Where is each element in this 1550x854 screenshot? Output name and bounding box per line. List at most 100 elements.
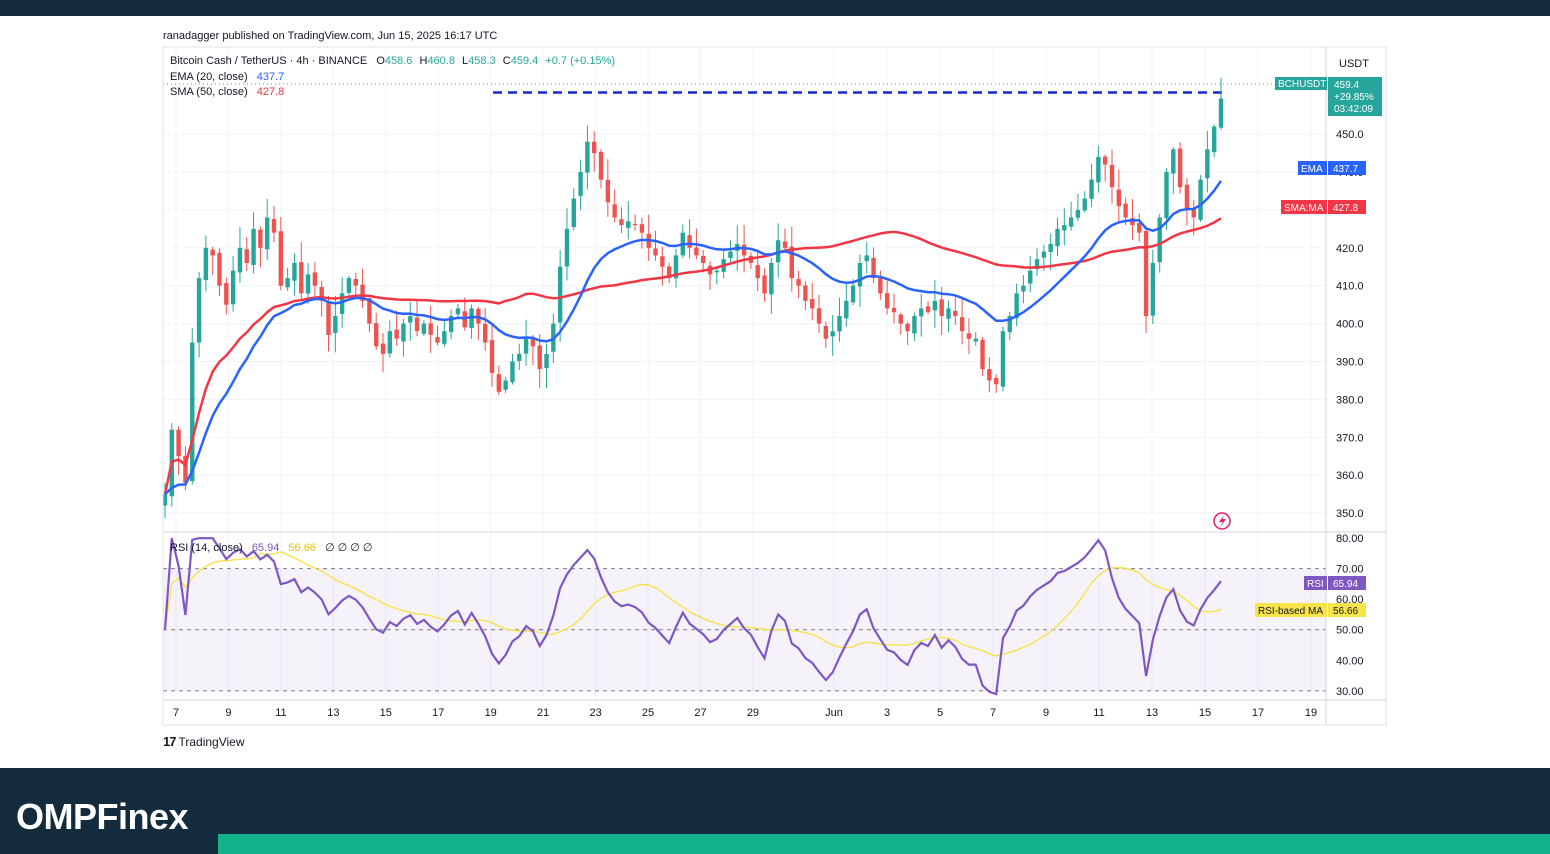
candle-body <box>435 336 440 343</box>
last-price-change: +29.85% <box>1334 92 1374 103</box>
candle-body <box>394 329 399 339</box>
candle-body <box>162 494 168 506</box>
candle-body <box>299 262 304 294</box>
candle-body <box>537 345 542 370</box>
candle-body <box>1000 331 1006 387</box>
sma-legend-label: SMA (50, close) <box>170 86 248 98</box>
candle-body <box>796 279 801 286</box>
candle-body <box>237 247 243 273</box>
candle-body <box>224 283 229 305</box>
candle-body <box>864 255 869 262</box>
svg-text:RSI: RSI <box>1307 579 1324 590</box>
candle-body <box>762 275 767 294</box>
candle-body <box>278 231 284 286</box>
candle-body <box>557 266 563 323</box>
svg-text:427.8: 427.8 <box>1333 203 1358 214</box>
time-tick-label: 9 <box>1043 707 1049 719</box>
svg-text:65.94: 65.94 <box>1333 579 1358 590</box>
candle-body <box>953 310 958 317</box>
candle-body <box>653 248 658 256</box>
candle-body <box>789 246 794 279</box>
tradingview-logo-mark: 17 <box>163 734 177 749</box>
candle-body <box>544 353 549 369</box>
time-tick-label: 27 <box>694 707 706 719</box>
candle-body <box>932 300 938 311</box>
rsi-legend-value: 65.94 <box>252 542 280 554</box>
candle-body <box>1157 217 1162 263</box>
svg-text:437.7: 437.7 <box>1333 164 1358 175</box>
candle-body <box>564 228 570 267</box>
candle-body <box>448 316 454 333</box>
candle-body <box>632 223 638 226</box>
ohlc-o-key: O <box>376 55 385 67</box>
candle-body <box>844 300 849 319</box>
candle-body <box>973 338 978 342</box>
candle-body <box>196 278 202 343</box>
candle-body <box>782 241 788 248</box>
legend-change: +0.7 (+0.15%) <box>545 55 615 67</box>
rsi-tick-label: 30.00 <box>1336 686 1364 698</box>
bar-countdown: 03:42:09 <box>1334 104 1373 115</box>
candle-body <box>217 252 222 286</box>
time-tick-label: 7 <box>173 707 179 719</box>
ema-legend-label: EMA (20, close) <box>170 71 248 83</box>
time-tick-label: 21 <box>537 707 549 719</box>
last-price-badge: 459.4 +29.85% 03:42:09 <box>1328 77 1382 116</box>
candle-body <box>285 278 290 288</box>
candle-body <box>816 308 822 324</box>
rsi-badge: RSI 65.94 <box>1304 576 1366 590</box>
time-tick-label: 17 <box>432 707 444 719</box>
price-tick-label: 390.0 <box>1336 356 1364 368</box>
candle-body <box>258 229 263 248</box>
rsi-band-lines <box>163 568 1326 692</box>
candle-body <box>857 262 863 287</box>
candle-body <box>230 270 236 305</box>
ema-legend-value: 437.7 <box>257 71 285 83</box>
time-tick-label: 17 <box>1252 707 1264 719</box>
candle-body <box>701 255 706 263</box>
candle-body <box>660 256 665 267</box>
svg-text:SMA (50, close) 427.8: SMA (50, close) 427.8 <box>170 86 284 98</box>
candle-body <box>523 338 529 354</box>
time-tick-label: 15 <box>380 707 392 719</box>
candle-body <box>803 285 808 301</box>
candle-body <box>1191 209 1196 218</box>
candle-body <box>401 323 406 342</box>
candle-body <box>605 179 611 203</box>
time-tick-label: 3 <box>884 707 890 719</box>
brand-logo: OMPFinex <box>16 796 189 837</box>
candle-body <box>496 374 502 392</box>
candle-body <box>271 219 277 233</box>
candle-body <box>1198 179 1203 220</box>
price-tick-label: 350.0 <box>1336 508 1364 520</box>
candle-body <box>687 235 692 248</box>
candle-body <box>428 323 433 335</box>
candle-body <box>305 274 311 294</box>
candle-body <box>993 377 999 385</box>
candle-body <box>571 198 576 228</box>
candle-body <box>639 224 645 233</box>
candle-body <box>741 244 747 256</box>
candle-body <box>1150 262 1156 316</box>
svg-text:EMA: EMA <box>1301 164 1323 175</box>
candle-body <box>1048 244 1053 252</box>
time-tick-label: 23 <box>589 707 601 719</box>
alert-icon[interactable] <box>1213 512 1231 530</box>
ema-20-line <box>164 180 1223 496</box>
ohlc-h-key: H <box>419 55 427 67</box>
candle-body <box>1109 164 1115 188</box>
candle-body <box>959 317 965 332</box>
candle-body <box>755 265 760 279</box>
sma-badge: SMA:MA 427.8 <box>1281 200 1366 214</box>
legend-main[interactable]: Bitcoin Cash / TetherUS · 4h · BINANCE O… <box>170 55 615 554</box>
candle-body <box>919 308 924 317</box>
last-price-value: 459.4 <box>1334 80 1359 91</box>
candle-body <box>1082 198 1087 211</box>
tradingview-logo[interactable]: 17 TradingView <box>163 734 245 749</box>
candle-body <box>1137 222 1142 233</box>
candle-body <box>489 340 495 373</box>
candle-body <box>1021 285 1026 292</box>
time-tick-label: 19 <box>1305 707 1317 719</box>
candle-body <box>987 369 992 381</box>
